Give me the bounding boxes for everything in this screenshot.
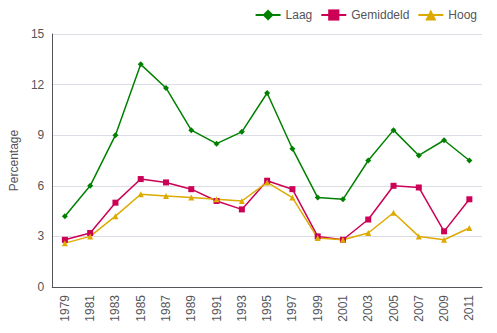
svg-text:1983: 1983: [108, 295, 122, 322]
svg-text:6: 6: [38, 179, 45, 193]
svg-text:1981: 1981: [83, 295, 97, 322]
svg-text:15: 15: [31, 27, 45, 41]
svg-text:2005: 2005: [387, 295, 401, 322]
svg-text:12: 12: [31, 78, 45, 92]
svg-text:1991: 1991: [210, 295, 224, 322]
svg-text:2003: 2003: [361, 295, 375, 322]
svg-text:Percentage: Percentage: [7, 129, 21, 191]
svg-text:1995: 1995: [260, 295, 274, 322]
svg-text:1979: 1979: [58, 295, 72, 322]
svg-text:1985: 1985: [134, 295, 148, 322]
svg-text:Laag: Laag: [286, 8, 313, 22]
svg-text:1997: 1997: [285, 295, 299, 322]
svg-text:9: 9: [38, 128, 45, 142]
svg-text:Gemiddeld: Gemiddeld: [351, 8, 409, 22]
svg-text:2007: 2007: [412, 295, 426, 322]
svg-text:0: 0: [38, 280, 45, 294]
svg-text:1987: 1987: [159, 295, 173, 322]
svg-text:1999: 1999: [311, 295, 325, 322]
svg-text:3: 3: [38, 229, 45, 243]
svg-text:1989: 1989: [184, 295, 198, 322]
svg-text:2011: 2011: [462, 295, 476, 321]
svg-text:2009: 2009: [437, 295, 451, 322]
svg-text:Hoog: Hoog: [448, 8, 477, 22]
svg-text:1993: 1993: [235, 295, 249, 322]
svg-text:2001: 2001: [336, 295, 350, 322]
